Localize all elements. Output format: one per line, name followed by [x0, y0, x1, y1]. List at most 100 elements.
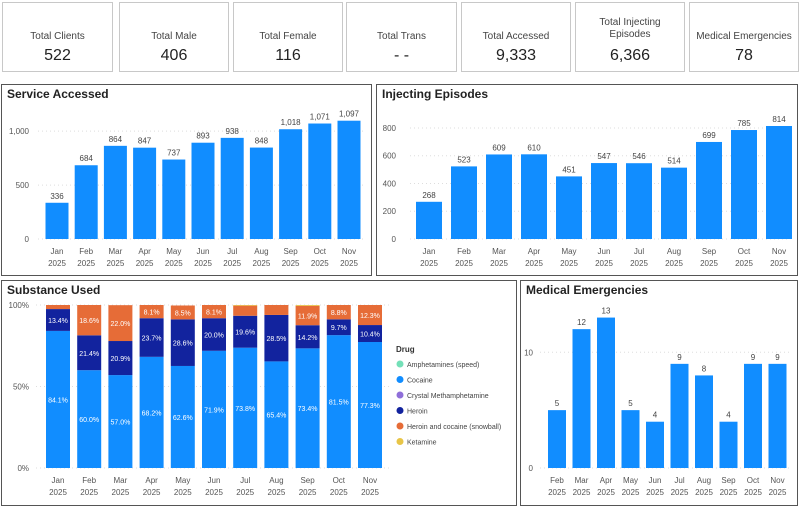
bar	[451, 166, 477, 239]
x-tick-label: 2025	[361, 488, 379, 497]
x-tick-label: Mar	[109, 247, 123, 256]
bar	[696, 141, 722, 239]
card-total-male[interactable]: Total Male 406	[119, 2, 229, 72]
x-tick-label: Jun	[649, 476, 662, 485]
x-tick-label: Aug	[269, 476, 283, 485]
data-label: 81.5%	[329, 400, 349, 407]
data-label: 73.8%	[235, 406, 255, 413]
x-tick-label: 2025	[340, 259, 358, 268]
x-tick-label: 2025	[700, 259, 718, 268]
data-label: 938	[226, 127, 240, 136]
bar	[249, 147, 273, 239]
stacked-segment	[358, 325, 382, 343]
legend-item[interactable]: Ketamine	[407, 440, 437, 447]
card-total-injecting-episodes[interactable]: Total Injecting Episodes 6,366	[575, 2, 685, 72]
legend-item[interactable]: Heroin	[407, 409, 428, 416]
x-tick-label: 2025	[597, 488, 615, 497]
x-tick-label: Mar	[492, 247, 506, 256]
legend-item[interactable]: Cocaine	[407, 378, 433, 385]
x-tick-label: Jul	[240, 476, 250, 485]
x-tick-label: Feb	[79, 247, 93, 256]
stacked-segment	[233, 305, 258, 306]
x-tick-label: 2025	[455, 259, 473, 268]
card-total-trans[interactable]: Total Trans - -	[346, 2, 457, 72]
x-tick-label: Sep	[702, 247, 717, 256]
stacked-segment	[108, 305, 133, 342]
bar	[45, 202, 69, 239]
bar	[766, 125, 792, 239]
y-tick-label: 50%	[13, 383, 29, 392]
y-tick-label: 0	[392, 235, 397, 244]
x-tick-label: Apr	[600, 476, 613, 485]
card-total-female[interactable]: Total Female 116	[233, 2, 343, 72]
card-total-accessed[interactable]: Total Accessed 9,333	[461, 2, 571, 72]
stacked-segment	[77, 335, 102, 371]
data-label: 77.3%	[360, 403, 380, 410]
x-tick-label: 2025	[720, 488, 738, 497]
bar	[621, 410, 640, 468]
card-total-clients[interactable]: Total Clients 522	[2, 2, 113, 72]
stacked-segment	[170, 305, 195, 320]
x-tick-label: Sep	[283, 247, 298, 256]
stacked-segment	[202, 318, 226, 351]
stacked-segment	[264, 314, 289, 362]
data-label: 18.6%	[79, 318, 99, 325]
bar	[416, 201, 442, 239]
x-tick-label: 2025	[646, 488, 664, 497]
x-tick-label: Nov	[342, 247, 356, 256]
stacked-segment	[264, 305, 289, 315]
x-tick-label: 2025	[205, 488, 223, 497]
x-tick-label: 2025	[630, 259, 648, 268]
stacked-segment	[77, 305, 102, 336]
card-medical-emergencies[interactable]: Medical Emergencies 78	[689, 2, 799, 72]
panel-title: Substance Used	[7, 283, 101, 297]
data-label: 19.6%	[235, 330, 255, 337]
data-label: 699	[702, 131, 716, 140]
data-label: 1,097	[339, 110, 360, 119]
x-tick-label: May	[166, 247, 181, 256]
stacked-segment	[233, 347, 258, 468]
legend-item[interactable]: Crystal Methamphetamine	[407, 393, 489, 400]
data-label: 60.0%	[79, 417, 99, 424]
bar	[133, 147, 157, 239]
y-tick-label: 0	[529, 464, 534, 473]
bar	[279, 129, 303, 239]
legend-title: Drug	[396, 345, 415, 354]
card-value: 9,333	[495, 47, 537, 64]
data-label: 21.4%	[79, 351, 99, 358]
x-tick-label: 2025	[112, 488, 130, 497]
card-value: 116	[275, 47, 301, 64]
x-tick-label: 2025	[769, 488, 787, 497]
data-label: 547	[597, 152, 611, 161]
x-tick-label: 2025	[236, 488, 254, 497]
x-tick-label: Mar	[114, 476, 128, 485]
data-label: 893	[196, 132, 210, 141]
data-label: 8	[702, 364, 707, 373]
legend-item[interactable]: Amphetamines (speed)	[407, 362, 479, 369]
data-label: 848	[255, 137, 269, 146]
legend-item[interactable]: Heroin and cocaine (snowball)	[407, 424, 501, 431]
x-tick-label: Oct	[333, 476, 346, 485]
data-label: 9	[677, 353, 682, 362]
x-tick-label: 2025	[560, 259, 578, 268]
card-label: Total Male	[151, 31, 197, 42]
data-label: 4	[653, 411, 658, 420]
bar	[670, 363, 689, 468]
x-tick-label: 2025	[174, 488, 192, 497]
data-label: 847	[138, 137, 152, 146]
x-tick-label: Jul	[634, 247, 644, 256]
data-label: 451	[562, 165, 576, 174]
service-accessed-panel: Service Accessed	[1, 84, 372, 276]
x-tick-label: Sep	[300, 476, 315, 485]
bar	[548, 410, 566, 468]
data-label: 12.3%	[360, 313, 380, 320]
bar	[191, 142, 215, 239]
x-tick-label: Oct	[738, 247, 751, 256]
stacked-segment	[233, 315, 258, 348]
data-label: 13.4%	[48, 318, 68, 325]
data-label: 785	[737, 119, 751, 128]
bar	[556, 176, 582, 239]
x-tick-label: Nov	[770, 476, 784, 485]
stacked-segment	[233, 305, 258, 316]
